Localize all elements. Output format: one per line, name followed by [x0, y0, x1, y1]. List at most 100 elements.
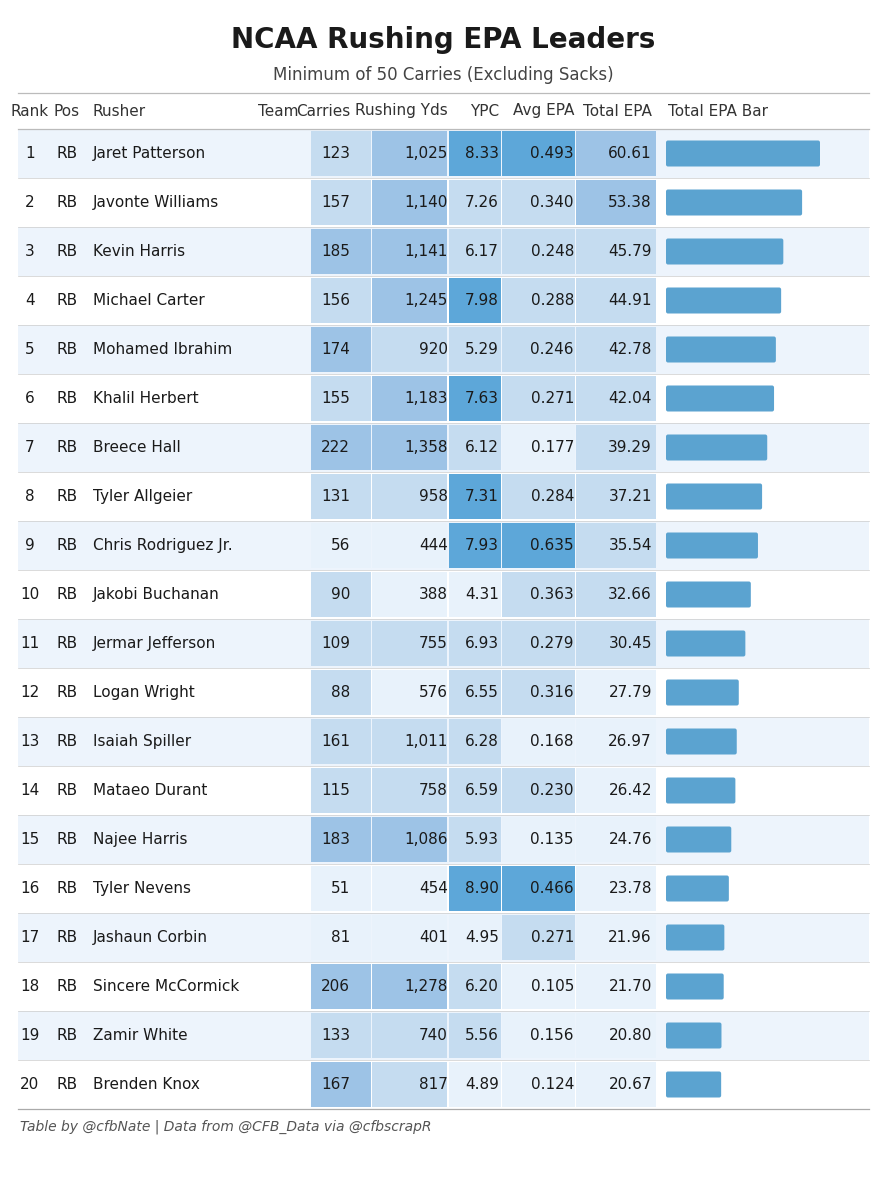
Bar	[18, 962, 868, 1010]
Text: Avg EPA: Avg EPA	[512, 103, 573, 119]
Text: 42.04: 42.04	[608, 391, 651, 406]
Text: 155: 155	[321, 391, 350, 406]
Text: 13: 13	[20, 734, 40, 749]
Text: Michael Carter: Michael Carter	[93, 293, 205, 308]
Text: 17: 17	[20, 930, 40, 946]
Bar	[448, 425, 501, 470]
Text: Tyler Allgeier: Tyler Allgeier	[93, 490, 192, 504]
Bar	[18, 521, 868, 570]
Text: Javonte Williams: Javonte Williams	[93, 194, 219, 210]
Bar	[311, 622, 370, 666]
Bar	[18, 276, 868, 325]
Text: 1: 1	[25, 146, 35, 161]
Bar	[575, 817, 656, 862]
Text: 576: 576	[418, 685, 447, 700]
Bar	[501, 817, 574, 862]
Bar	[501, 572, 574, 617]
Bar	[575, 425, 656, 470]
Text: 0.246: 0.246	[530, 342, 573, 358]
Text: 109: 109	[321, 636, 350, 650]
Text: 167: 167	[321, 1078, 350, 1092]
Bar	[501, 866, 574, 911]
Bar	[371, 719, 447, 764]
Text: 8: 8	[25, 490, 35, 504]
Text: 0.230: 0.230	[530, 782, 573, 798]
Text: Total EPA: Total EPA	[582, 103, 651, 119]
Bar	[448, 131, 501, 176]
Text: 206: 206	[321, 979, 350, 994]
Text: 4: 4	[25, 293, 35, 308]
Bar	[18, 227, 868, 276]
Text: 4.95: 4.95	[464, 930, 499, 946]
Text: Total EPA Bar: Total EPA Bar	[667, 103, 767, 119]
Bar	[371, 425, 447, 470]
Bar	[371, 866, 447, 911]
Text: Rushing Yds: Rushing Yds	[355, 103, 447, 119]
Bar	[311, 180, 370, 226]
Bar	[575, 622, 656, 666]
Text: RB: RB	[57, 440, 77, 455]
Bar	[371, 964, 447, 1009]
Text: 1,011: 1,011	[404, 734, 447, 749]
Bar	[501, 326, 574, 372]
Bar	[448, 278, 501, 323]
FancyBboxPatch shape	[665, 239, 782, 264]
Text: 1,086: 1,086	[404, 832, 447, 847]
Bar	[448, 914, 501, 960]
Bar	[575, 326, 656, 372]
Text: 4.89: 4.89	[464, 1078, 499, 1092]
Bar	[311, 866, 370, 911]
Text: 0.493: 0.493	[530, 146, 573, 161]
Bar	[448, 1062, 501, 1106]
Text: 14: 14	[20, 782, 40, 798]
Text: 8.33: 8.33	[464, 146, 499, 161]
Text: 53.38: 53.38	[608, 194, 651, 210]
Text: 60.61: 60.61	[608, 146, 651, 161]
Bar	[371, 768, 447, 814]
Text: 958: 958	[418, 490, 447, 504]
Text: 0.248: 0.248	[530, 244, 573, 259]
Bar	[448, 376, 501, 421]
Text: 7.31: 7.31	[464, 490, 499, 504]
Bar	[371, 229, 447, 274]
Bar	[371, 523, 447, 568]
Text: 11: 11	[20, 636, 40, 650]
Text: 6.55: 6.55	[464, 685, 499, 700]
Text: 88: 88	[330, 685, 350, 700]
Bar	[501, 964, 574, 1009]
FancyBboxPatch shape	[665, 140, 819, 167]
Text: 5.93: 5.93	[464, 832, 499, 847]
Text: 0.288: 0.288	[530, 293, 573, 308]
Bar	[311, 964, 370, 1009]
FancyBboxPatch shape	[665, 434, 766, 461]
Text: 20: 20	[20, 1078, 40, 1092]
Text: 6.12: 6.12	[464, 440, 499, 455]
Bar	[371, 1062, 447, 1106]
Bar	[448, 670, 501, 715]
Text: 32.66: 32.66	[608, 587, 651, 602]
Text: 0.363: 0.363	[530, 587, 573, 602]
Text: 0.340: 0.340	[530, 194, 573, 210]
Bar	[371, 326, 447, 372]
Bar	[575, 131, 656, 176]
Text: RB: RB	[57, 1078, 77, 1092]
FancyBboxPatch shape	[665, 876, 728, 901]
Bar	[575, 180, 656, 226]
FancyBboxPatch shape	[665, 533, 758, 558]
Text: 37.21: 37.21	[608, 490, 651, 504]
Text: Jashaun Corbin: Jashaun Corbin	[93, 930, 207, 946]
Bar	[448, 326, 501, 372]
Bar	[371, 180, 447, 226]
Bar	[371, 474, 447, 518]
Bar	[575, 719, 656, 764]
Text: 5: 5	[25, 342, 35, 358]
Text: 183: 183	[321, 832, 350, 847]
Text: RB: RB	[57, 490, 77, 504]
Text: RB: RB	[57, 244, 77, 259]
Text: 444: 444	[419, 538, 447, 553]
Bar	[18, 422, 868, 472]
Bar	[448, 622, 501, 666]
Bar	[575, 964, 656, 1009]
Text: 0.271: 0.271	[530, 391, 573, 406]
Text: 44.91: 44.91	[608, 293, 651, 308]
